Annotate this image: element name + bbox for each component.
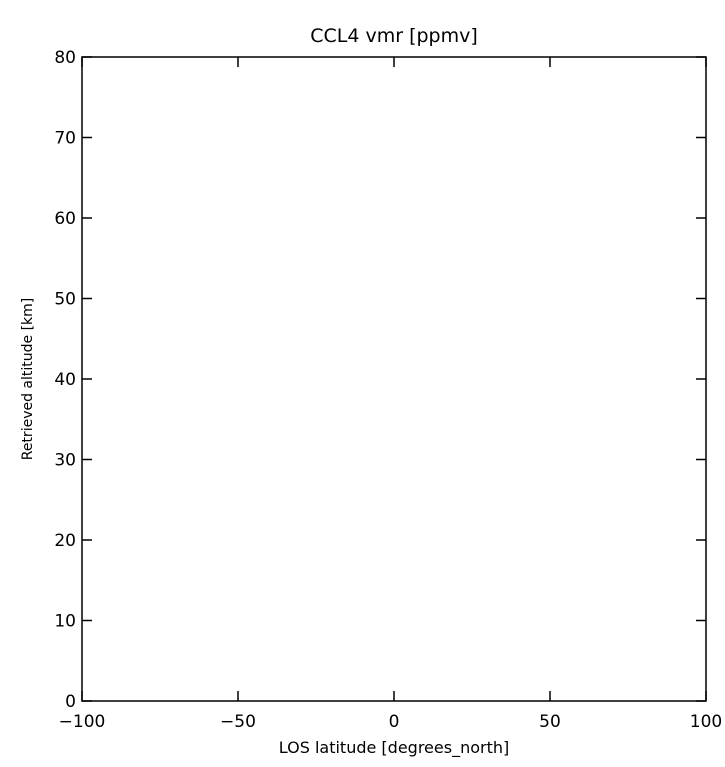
plot-frame xyxy=(81,56,707,702)
y-tick-label: 20 xyxy=(54,531,76,551)
y-tick-label: 30 xyxy=(54,451,76,471)
x-tick-label: 100 xyxy=(690,712,722,732)
x-tick-label: 50 xyxy=(539,712,561,732)
x-tick-label: −50 xyxy=(220,712,256,732)
x-axis-label: LOS latitude [degrees_north] xyxy=(279,738,509,758)
x-tick-label: −100 xyxy=(59,712,106,732)
x-tick-label: 0 xyxy=(389,712,400,732)
x-axis-ticks: −100 −50 0 50 100 xyxy=(59,57,722,732)
y-tick-label: 60 xyxy=(54,209,76,229)
y-tick-label: 40 xyxy=(54,370,76,390)
y-tick-label: 50 xyxy=(54,290,76,310)
y-tick-label: 70 xyxy=(54,129,76,149)
y-tick-label: 10 xyxy=(54,612,76,632)
y-tick-label: 0 xyxy=(65,692,76,712)
chart-title: CCL4 vmr [ppmv] xyxy=(310,25,478,47)
y-tick-label: 80 xyxy=(54,48,76,68)
y-axis-label: Retrieved altitude [km] xyxy=(20,298,36,461)
y-axis-ticks: 0 10 20 30 40 50 60 70 80 xyxy=(54,48,706,712)
